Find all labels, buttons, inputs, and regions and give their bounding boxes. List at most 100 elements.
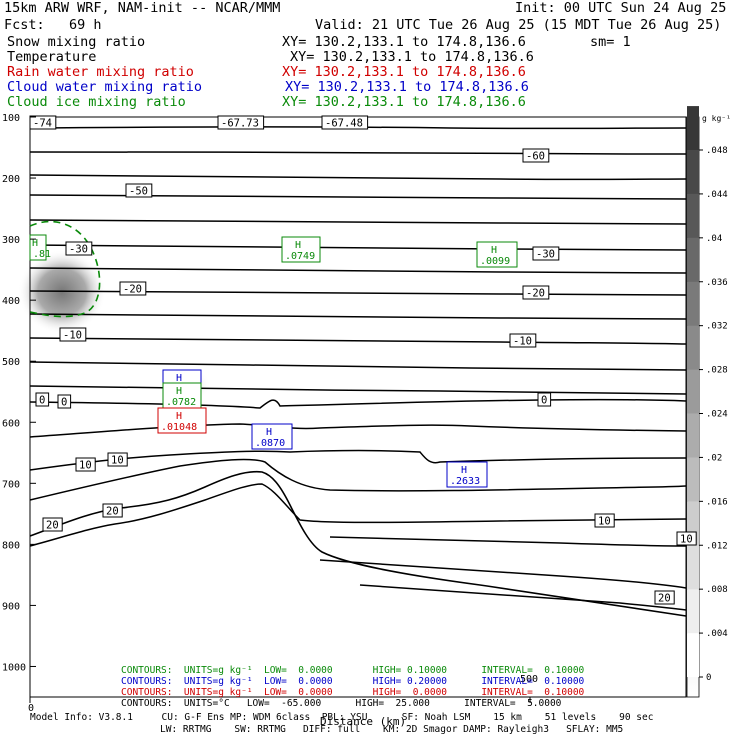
colorbar-tick-label-2: .008 — [706, 585, 728, 595]
colorbar-tick-label-11: .044 — [706, 190, 728, 200]
temp-label-10: 0 — [39, 395, 45, 407]
y-tick-label-700: 700 — [2, 479, 20, 490]
temp-label-box-11 — [57, 394, 72, 409]
maximum-box-4 — [162, 382, 202, 409]
y-tick-label-900: 900 — [2, 601, 20, 612]
temp-label-3: -50 — [129, 186, 148, 198]
colorbar-tick-label-5: .02 — [706, 453, 722, 463]
colorbar: 0 .004 .008 .012 .016 .02 .024 .028 .032 .036 .04.… — [686, 106, 731, 698]
temp-label-20: -74 — [33, 118, 52, 130]
temp-label-11: 0 — [61, 397, 67, 409]
y-axis: 100 200 300 400 500 600 700 800 900 1000 — [2, 113, 36, 673]
colorbar-step-11 — [687, 150, 699, 194]
temp-label-6: -20 — [123, 284, 142, 296]
maximum-marker-7: H — [461, 465, 467, 476]
maximum-box-2 — [29, 234, 47, 261]
field-name-cloud-ice: Cloud ice mixing ratio — [7, 94, 186, 110]
plot-frame — [29, 116, 687, 698]
field-xy-temperature: XY= 130.2,133.1 to 174.8,136.6 — [290, 49, 534, 65]
temp-label-box-12 — [537, 392, 552, 407]
colorbar-tick-label-9: .036 — [706, 278, 728, 288]
maximum-marker-5: H — [176, 411, 182, 422]
maximum-box-5 — [157, 407, 207, 434]
temp-label-box-4 — [65, 241, 93, 256]
temp-label-box-19 — [654, 590, 675, 605]
y-tick-label-400: 400 — [2, 296, 20, 307]
colorbar-tick-label-12: .048 — [706, 146, 728, 156]
temp-label-19: 20 — [658, 593, 671, 605]
colorbar-step-8 — [687, 281, 699, 326]
temp-label-box-2 — [522, 148, 550, 163]
colorbar-tick-label-4: .016 — [706, 497, 728, 507]
maximum-value-6: .0870 — [255, 438, 285, 449]
temp-label-box-1 — [321, 115, 369, 130]
temp-label-box-3 — [125, 183, 153, 198]
maximum-value-5: .01048 — [161, 422, 197, 433]
field-name-cloud-water: Cloud water mixing ratio — [7, 79, 203, 95]
temp-label-box-7 — [522, 285, 550, 300]
colorbar-step-12 — [687, 106, 699, 150]
temp-label-box-6 — [119, 281, 147, 296]
temp-label-17: 20 — [106, 506, 119, 518]
temp-label-box-16 — [42, 517, 63, 532]
model-physics: LW: RRTMG SW: RRTMG DIFF: full KM: 2D Sm… — [160, 724, 624, 735]
temp-label-box-15 — [594, 513, 615, 528]
terrain-line — [29, 470, 687, 617]
y-tick-label-200: 200 — [2, 174, 20, 185]
temp-label-5: -30 — [536, 249, 555, 261]
maximum-value-2: .81 — [33, 249, 51, 260]
cloud-ice-contour — [29, 220, 101, 318]
maximum-value-4: .0782 — [166, 397, 196, 408]
field-xy-cloud-ice: XY= 130.2,133.1 to 174.8,136.6 — [282, 94, 526, 110]
colorbar-step-1 — [687, 589, 699, 634]
colorbar-step-2 — [687, 545, 699, 590]
temp-label-2: -60 — [526, 151, 545, 163]
maximum-value-1: .0099 — [480, 256, 510, 267]
colorbar-step-10 — [687, 193, 699, 238]
temp-label-4: -30 — [69, 244, 88, 256]
colorbar-tick-label-8: .032 — [706, 322, 728, 332]
chart-title: 15km ARW WRF, NAM-init -- NCAR/MMM — [4, 0, 281, 16]
y-tick-label-600: 600 — [2, 418, 20, 429]
y-tick-label-800: 800 — [2, 540, 20, 551]
x-tick-label-500: 500 — [520, 674, 538, 685]
contour-info-rain: CONTOURS: UNITS=g kg⁻¹ LOW= 0.0000 HIGH=… — [121, 687, 585, 698]
temp-label-8: -10 — [63, 330, 82, 342]
colorbar-tick-label-0: 0 — [706, 673, 711, 683]
maximum-marker-4: H — [176, 386, 182, 397]
maxima-labels: H.0749H.0099H.81H.0736H.0782H.01048H.087… — [29, 234, 518, 488]
y-tick-label-1000: 1000 — [2, 662, 26, 673]
x-tick-label-0: 0 — [28, 703, 34, 714]
temp-label-16: 20 — [46, 520, 59, 532]
contour-info-cloud-water: CONTOURS: UNITS=g kg⁻¹ LOW= 0.0000 HIGH=… — [121, 676, 585, 687]
temp-label-13: 10 — [79, 460, 92, 472]
y-tick-label-100: 100 — [2, 113, 20, 124]
temp-label-7: -20 — [526, 288, 545, 300]
temp-label-12: 0 — [541, 395, 547, 407]
maximum-box-6 — [251, 423, 293, 450]
temp-label-box-5 — [532, 246, 560, 261]
colorbar-tick-label-6: .024 — [706, 410, 728, 420]
temp-label-box-18 — [676, 531, 697, 546]
temp-label-box-13 — [75, 457, 96, 472]
temperature-contours — [29, 126, 687, 611]
maximum-value-0: .0749 — [285, 251, 315, 262]
init-time: Init: 00 UTC Sun 24 Aug 25 — [515, 0, 727, 16]
valid-time: Valid: 21 UTC Tue 26 Aug 25 (15 MDT Tue … — [315, 17, 722, 33]
field-name-temperature: Temperature — [7, 49, 97, 65]
field-name-snow: Snow mixing ratio — [7, 34, 146, 50]
temp-label-1: -67.48 — [325, 118, 363, 130]
colorbar-step-7 — [687, 325, 699, 370]
maximum-box-0 — [281, 236, 321, 263]
maximum-marker-6: H — [266, 427, 272, 438]
x-axis: 0 500 Distance (km) — [28, 674, 538, 728]
contour-info-cloud-ice: CONTOURS: UNITS=g kg⁻¹ LOW= 0.0000 HIGH=… — [121, 665, 585, 676]
colorbar-step-6 — [687, 369, 699, 414]
colorbar-step-4 — [687, 457, 699, 502]
temp-label-box-8 — [59, 327, 87, 342]
maximum-box-1 — [476, 241, 518, 268]
temp-label-0: -67.73 — [221, 118, 259, 130]
x-axis-label: Distance (km) — [320, 715, 406, 728]
temp-label-box-10 — [35, 392, 50, 407]
